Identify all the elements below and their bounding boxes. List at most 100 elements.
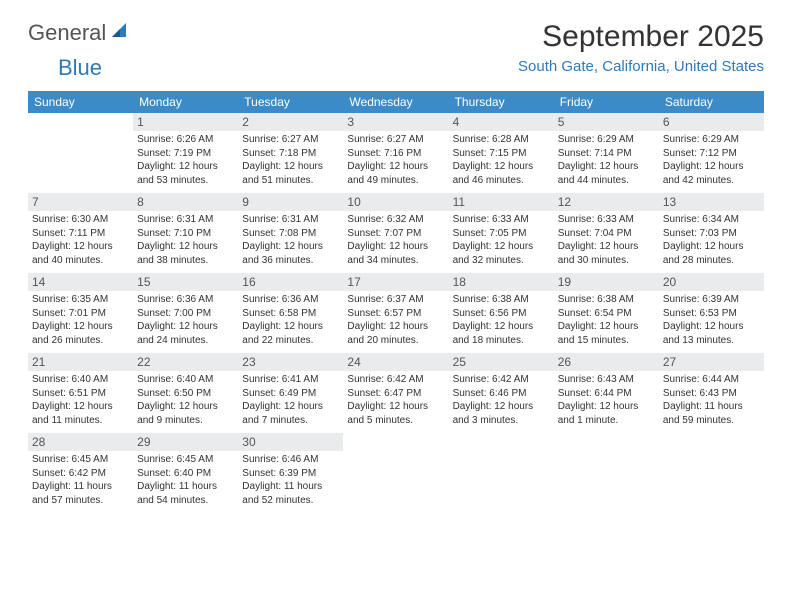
day-line: Sunset: 7:04 PM bbox=[558, 227, 655, 241]
day-line: Daylight: 12 hours bbox=[558, 240, 655, 254]
day-line: Sunrise: 6:28 AM bbox=[453, 133, 550, 147]
day-line: Daylight: 12 hours bbox=[558, 400, 655, 414]
day-line: and 40 minutes. bbox=[32, 254, 129, 268]
day-cell: 14Sunrise: 6:35 AMSunset: 7:01 PMDayligh… bbox=[28, 273, 133, 353]
day-line: and 9 minutes. bbox=[137, 414, 234, 428]
day-cell: 30Sunrise: 6:46 AMSunset: 6:39 PMDayligh… bbox=[238, 433, 343, 513]
day-details: Sunrise: 6:28 AMSunset: 7:15 PMDaylight:… bbox=[453, 133, 550, 187]
day-details: Sunrise: 6:30 AMSunset: 7:11 PMDaylight:… bbox=[32, 213, 129, 267]
day-line: Sunset: 7:08 PM bbox=[242, 227, 339, 241]
day-details: Sunrise: 6:39 AMSunset: 6:53 PMDaylight:… bbox=[663, 293, 760, 347]
day-details: Sunrise: 6:38 AMSunset: 6:54 PMDaylight:… bbox=[558, 293, 655, 347]
day-line: Daylight: 12 hours bbox=[347, 320, 444, 334]
day-line: Sunrise: 6:33 AM bbox=[558, 213, 655, 227]
day-line: and 46 minutes. bbox=[453, 174, 550, 188]
day-number: 12 bbox=[554, 193, 659, 211]
day-line: and 15 minutes. bbox=[558, 334, 655, 348]
day-cell: 23Sunrise: 6:41 AMSunset: 6:49 PMDayligh… bbox=[238, 353, 343, 433]
day-line: Sunset: 6:44 PM bbox=[558, 387, 655, 401]
day-line: and 59 minutes. bbox=[663, 414, 760, 428]
day-line: Daylight: 12 hours bbox=[242, 240, 339, 254]
day-details: Sunrise: 6:31 AMSunset: 7:10 PMDaylight:… bbox=[137, 213, 234, 267]
day-line: Sunset: 6:58 PM bbox=[242, 307, 339, 321]
location-text: South Gate, California, United States bbox=[518, 58, 764, 75]
day-line: Sunset: 7:03 PM bbox=[663, 227, 760, 241]
week-row: 7Sunrise: 6:30 AMSunset: 7:11 PMDaylight… bbox=[28, 193, 764, 273]
day-cell: 13Sunrise: 6:34 AMSunset: 7:03 PMDayligh… bbox=[659, 193, 764, 273]
day-cell: 6Sunrise: 6:29 AMSunset: 7:12 PMDaylight… bbox=[659, 113, 764, 193]
day-line: Sunset: 7:14 PM bbox=[558, 147, 655, 161]
day-line: Sunset: 7:16 PM bbox=[347, 147, 444, 161]
day-cell bbox=[449, 433, 554, 513]
day-cell: 17Sunrise: 6:37 AMSunset: 6:57 PMDayligh… bbox=[343, 273, 448, 353]
day-number: 4 bbox=[449, 113, 554, 131]
day-number: 13 bbox=[659, 193, 764, 211]
day-line: and 32 minutes. bbox=[453, 254, 550, 268]
day-number: 16 bbox=[238, 273, 343, 291]
day-line: Sunset: 7:19 PM bbox=[137, 147, 234, 161]
title-block: September 2025 South Gate, California, U… bbox=[518, 20, 764, 75]
day-line: Sunrise: 6:33 AM bbox=[453, 213, 550, 227]
day-line: Sunset: 7:11 PM bbox=[32, 227, 129, 241]
day-line: Sunset: 6:57 PM bbox=[347, 307, 444, 321]
day-details: Sunrise: 6:36 AMSunset: 7:00 PMDaylight:… bbox=[137, 293, 234, 347]
day-number: 19 bbox=[554, 273, 659, 291]
day-line: Daylight: 12 hours bbox=[558, 160, 655, 174]
day-cell: 8Sunrise: 6:31 AMSunset: 7:10 PMDaylight… bbox=[133, 193, 238, 273]
logo-sail-icon bbox=[110, 21, 130, 46]
day-line: Sunrise: 6:36 AM bbox=[137, 293, 234, 307]
day-line: and 7 minutes. bbox=[242, 414, 339, 428]
day-cell: 12 Sunrise: 6:33 AMSunset: 7:04 PMDayligh… bbox=[554, 193, 659, 273]
day-details: Sunrise: 6:41 AMSunset: 6:49 PMDaylight:… bbox=[242, 373, 339, 427]
day-details: Sunrise: 6:26 AMSunset: 7:19 PMDaylight:… bbox=[137, 133, 234, 187]
day-cell: 22Sunrise: 6:40 AMSunset: 6:50 PMDayligh… bbox=[133, 353, 238, 433]
day-line: and 22 minutes. bbox=[242, 334, 339, 348]
day-line: Daylight: 12 hours bbox=[347, 160, 444, 174]
day-line: Sunrise: 6:39 AM bbox=[663, 293, 760, 307]
logo-word-1: General bbox=[28, 20, 106, 46]
day-line: and 54 minutes. bbox=[137, 494, 234, 508]
day-line: Daylight: 12 hours bbox=[242, 400, 339, 414]
day-cell: 27Sunrise: 6:44 AMSunset: 6:43 PMDayligh… bbox=[659, 353, 764, 433]
day-cell bbox=[343, 433, 448, 513]
day-line: and 13 minutes. bbox=[663, 334, 760, 348]
day-number: 29 bbox=[133, 433, 238, 451]
day-cell: 28Sunrise: 6:45 AMSunset: 6:42 PMDayligh… bbox=[28, 433, 133, 513]
day-line: and 38 minutes. bbox=[137, 254, 234, 268]
day-cell: 21Sunrise: 6:40 AMSunset: 6:51 PMDayligh… bbox=[28, 353, 133, 433]
day-line: and 36 minutes. bbox=[242, 254, 339, 268]
day-cell: 24Sunrise: 6:42 AMSunset: 6:47 PMDayligh… bbox=[343, 353, 448, 433]
day-line: Sunrise: 6:35 AM bbox=[32, 293, 129, 307]
day-details: Sunrise: 6:27 AMSunset: 7:16 PMDaylight:… bbox=[347, 133, 444, 187]
day-number: 5 bbox=[554, 113, 659, 131]
day-line: Sunrise: 6:26 AM bbox=[137, 133, 234, 147]
day-cell: 16Sunrise: 6:36 AMSunset: 6:58 PMDayligh… bbox=[238, 273, 343, 353]
day-number: 27 bbox=[659, 353, 764, 371]
day-line: Sunset: 7:01 PM bbox=[32, 307, 129, 321]
day-line: Sunrise: 6:30 AM bbox=[32, 213, 129, 227]
day-number: 24 bbox=[343, 353, 448, 371]
day-number: 26 bbox=[554, 353, 659, 371]
day-header: Saturday bbox=[659, 91, 764, 113]
day-header-row: Sunday Monday Tuesday Wednesday Thursday… bbox=[28, 91, 764, 113]
day-line: Sunrise: 6:31 AM bbox=[242, 213, 339, 227]
day-details: Sunrise: 6:33 AMSunset: 7:04 PMDaylight:… bbox=[558, 213, 655, 267]
day-line: Sunrise: 6:29 AM bbox=[558, 133, 655, 147]
day-line: Sunset: 6:54 PM bbox=[558, 307, 655, 321]
day-line: Sunset: 7:07 PM bbox=[347, 227, 444, 241]
day-cell bbox=[554, 433, 659, 513]
day-line: Daylight: 11 hours bbox=[242, 480, 339, 494]
day-line: Sunrise: 6:41 AM bbox=[242, 373, 339, 387]
day-line: Sunset: 6:40 PM bbox=[137, 467, 234, 481]
day-line: Sunrise: 6:40 AM bbox=[32, 373, 129, 387]
day-line: Daylight: 12 hours bbox=[32, 320, 129, 334]
calendar-table: Sunday Monday Tuesday Wednesday Thursday… bbox=[28, 91, 764, 513]
day-details: Sunrise: 6:45 AMSunset: 6:40 PMDaylight:… bbox=[137, 453, 234, 507]
day-line: Daylight: 12 hours bbox=[453, 160, 550, 174]
day-line: Sunset: 6:47 PM bbox=[347, 387, 444, 401]
week-row: 21Sunrise: 6:40 AMSunset: 6:51 PMDayligh… bbox=[28, 353, 764, 433]
day-cell: 15Sunrise: 6:36 AMSunset: 7:00 PMDayligh… bbox=[133, 273, 238, 353]
day-details: Sunrise: 6:46 AMSunset: 6:39 PMDaylight:… bbox=[242, 453, 339, 507]
day-line: and 5 minutes. bbox=[347, 414, 444, 428]
day-line: and 44 minutes. bbox=[558, 174, 655, 188]
